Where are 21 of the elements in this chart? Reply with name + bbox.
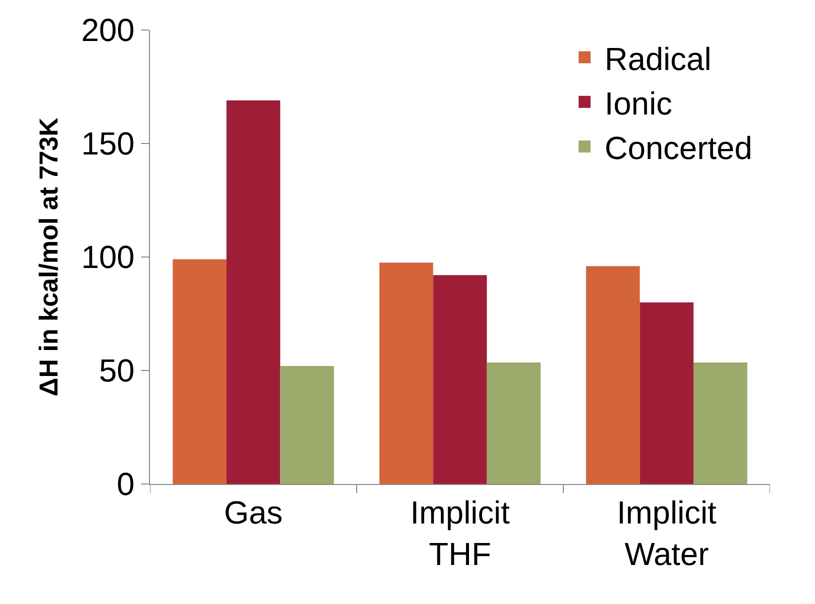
y-tick-label: 0 bbox=[116, 466, 135, 502]
legend-label: Radical bbox=[604, 40, 712, 77]
bar bbox=[640, 302, 694, 484]
y-tick-label: 100 bbox=[81, 239, 135, 276]
bar bbox=[226, 100, 280, 484]
bar bbox=[172, 259, 226, 484]
y-tick-label: 150 bbox=[81, 126, 135, 162]
x-tick-label: Gas bbox=[224, 494, 283, 530]
bar bbox=[586, 266, 640, 484]
bar bbox=[280, 366, 334, 484]
bar bbox=[433, 275, 487, 484]
legend-label: Concerted bbox=[604, 130, 752, 166]
y-tick-label: 200 bbox=[81, 12, 135, 48]
bar bbox=[694, 362, 748, 484]
bar bbox=[486, 362, 541, 484]
x-tick-label: Implicit THF bbox=[410, 494, 510, 572]
y-axis-title: ΔH in kcal/mol at 773K bbox=[34, 117, 64, 396]
legend-label: Ionic bbox=[604, 85, 672, 122]
bar bbox=[379, 262, 434, 484]
y-tick-label: 50 bbox=[99, 352, 135, 389]
x-tick-label: Implicit Water bbox=[616, 494, 717, 572]
